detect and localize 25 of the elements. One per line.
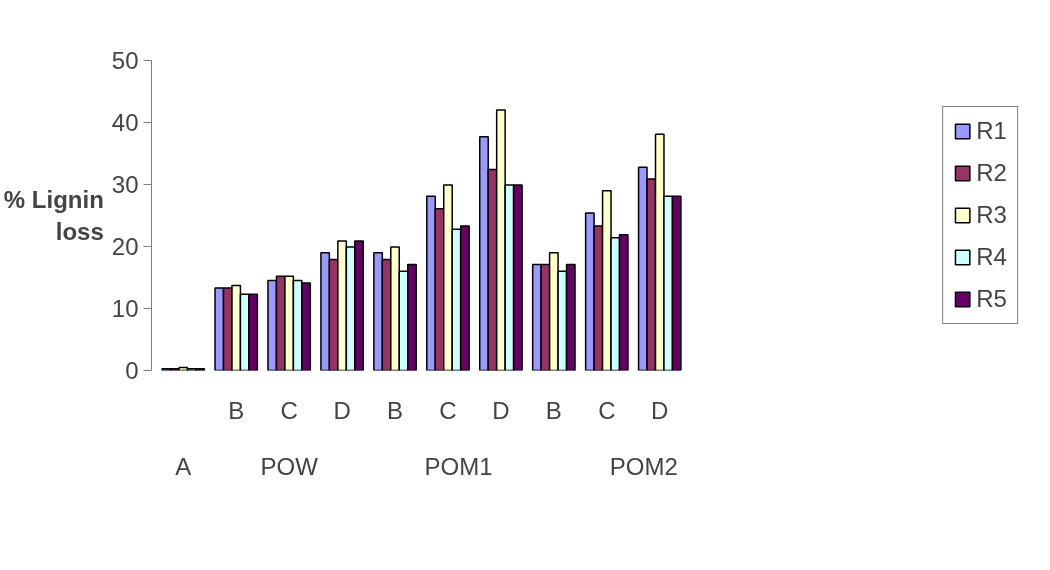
y-tick-label: 50 <box>111 47 139 74</box>
legend-label: R4 <box>976 243 1007 271</box>
x-tick-label: D <box>492 396 510 424</box>
text: POM2 <box>609 452 678 480</box>
x-tick-label: B <box>228 396 245 424</box>
legend-label: R5 <box>976 285 1007 313</box>
x-tick-label: C <box>280 396 298 424</box>
x-tick-label: D <box>651 396 669 424</box>
y-tick-label: 30 <box>111 171 139 198</box>
x-tick-label: C <box>439 396 457 424</box>
y-tick-label: 20 <box>111 233 139 260</box>
text: POW <box>260 452 319 480</box>
text: A <box>175 452 192 480</box>
x-tick-label: C <box>598 396 616 424</box>
x-tick-label: B <box>545 396 562 424</box>
x-tick-label: D <box>333 396 351 424</box>
y-tick-label: 10 <box>111 295 139 322</box>
text: POM1 <box>424 452 493 480</box>
y-axis-title: % Lignin loss <box>3 185 104 246</box>
legend-label: R2 <box>976 159 1007 187</box>
legend-label: R1 <box>976 117 1007 145</box>
legend-label: R3 <box>976 201 1007 229</box>
x-tick-label: B <box>387 396 404 424</box>
y-tick-label: 40 <box>111 109 139 136</box>
y-tick-label: 0 <box>125 357 139 384</box>
